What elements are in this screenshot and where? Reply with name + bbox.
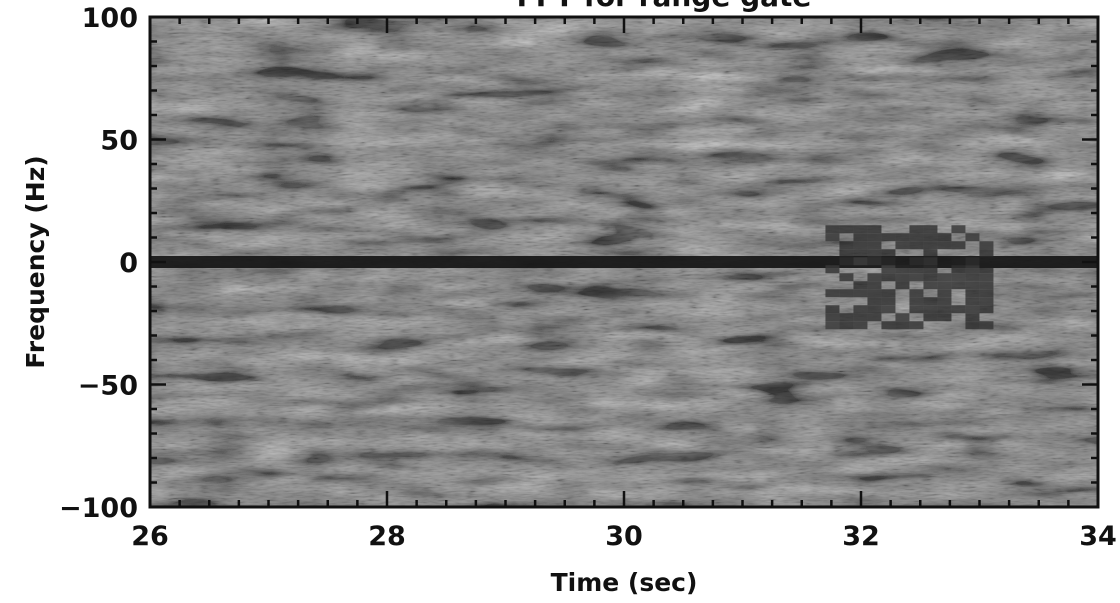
y-tick-label: 100 [82,3,138,34]
y-tick-labels: −100 −50 0 50 100 [59,3,138,524]
x-tick-label: 32 [842,521,880,552]
x-tick-label: 30 [605,521,643,552]
x-axis-label: Time (sec) [551,568,698,597]
chart-title: FFT for range gate [517,0,812,13]
spectrogram-image [150,17,1098,507]
x-tick-label: 28 [368,521,406,552]
signal-burst [825,225,994,330]
y-tick-label: −100 [59,493,138,524]
y-axis-label: Frequency (Hz) [21,155,50,368]
axis-ticks [148,15,1100,509]
y-tick-label: 0 [119,248,138,279]
x-tick-label: 34 [1079,521,1117,552]
x-tick-labels: 26 28 30 32 34 [131,521,1117,552]
y-tick-label: 50 [100,126,138,157]
x-tick-label: 26 [131,521,169,552]
y-tick-label: −50 [78,371,138,402]
